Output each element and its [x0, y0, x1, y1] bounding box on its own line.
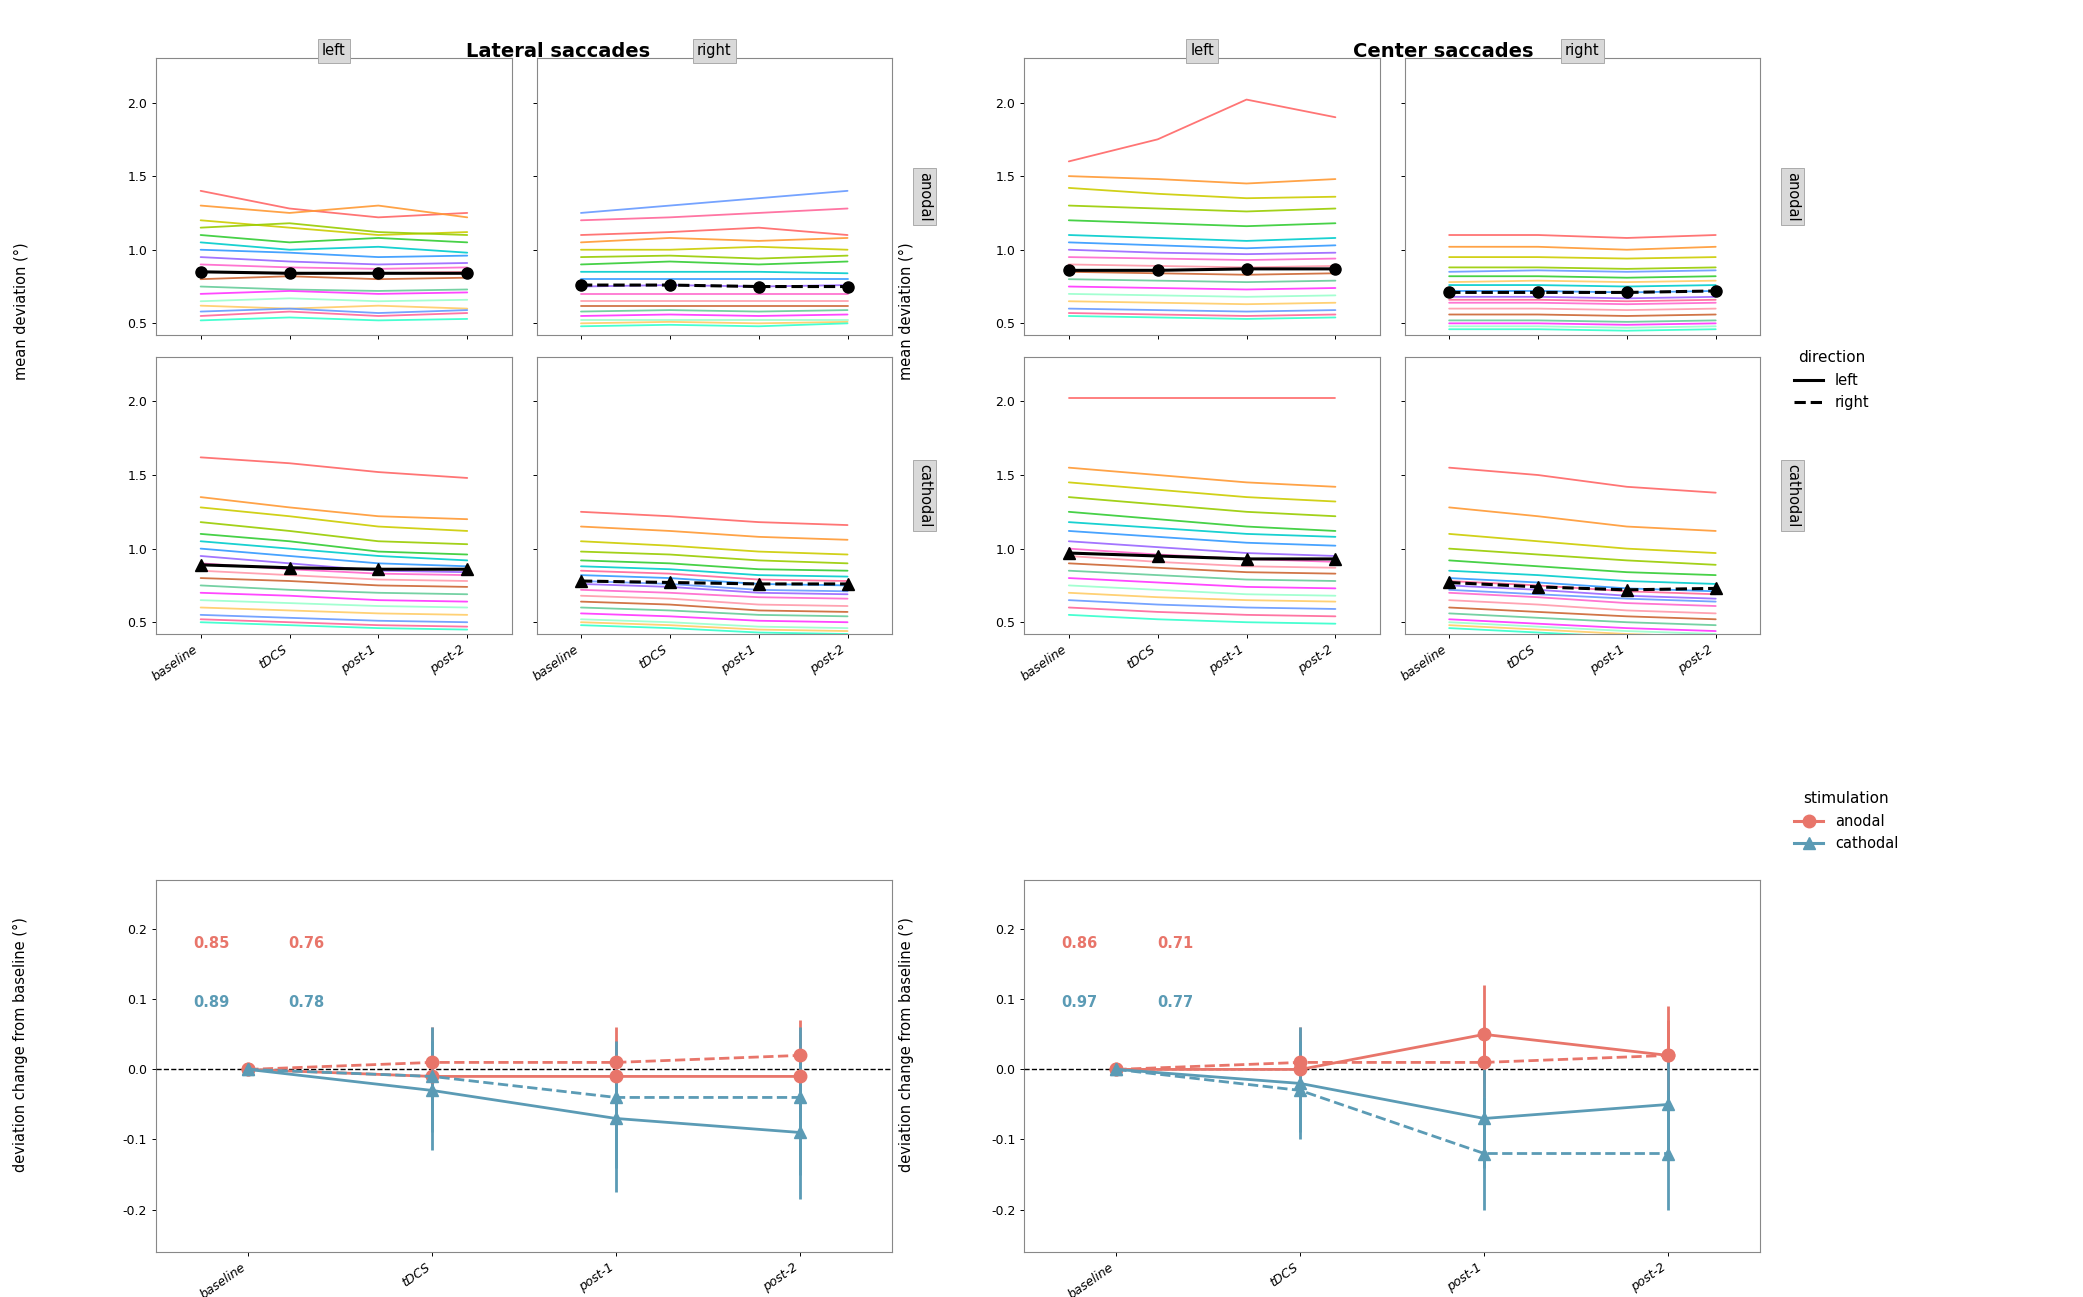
- Text: left: left: [1189, 43, 1214, 58]
- Text: left: left: [323, 43, 346, 58]
- Text: mean deviation (°): mean deviation (°): [898, 243, 914, 380]
- Text: 0.97: 0.97: [1060, 995, 1098, 1010]
- Text: cathodal: cathodal: [917, 464, 931, 528]
- Text: deviation change from baseline (°): deviation change from baseline (°): [12, 917, 29, 1171]
- Text: cathodal: cathodal: [1785, 464, 1800, 528]
- Text: Center saccades: Center saccades: [1354, 42, 1533, 61]
- Text: right: right: [1564, 43, 1600, 58]
- Legend: left, right: left, right: [1789, 345, 1875, 416]
- Text: anodal: anodal: [917, 173, 931, 222]
- Text: 0.77: 0.77: [1156, 995, 1194, 1010]
- Text: deviation change from baseline (°): deviation change from baseline (°): [898, 917, 914, 1171]
- Text: 0.86: 0.86: [1060, 936, 1098, 951]
- Text: 0.76: 0.76: [290, 936, 325, 951]
- Text: 0.78: 0.78: [290, 995, 325, 1010]
- Text: 0.85: 0.85: [194, 936, 229, 951]
- Text: 0.89: 0.89: [194, 995, 229, 1010]
- Legend: anodal, cathodal: anodal, cathodal: [1789, 786, 1904, 857]
- Text: mean deviation (°): mean deviation (°): [12, 243, 29, 380]
- Text: 0.71: 0.71: [1156, 936, 1194, 951]
- Text: right: right: [698, 43, 731, 58]
- Text: Lateral saccades: Lateral saccades: [467, 42, 650, 61]
- Text: anodal: anodal: [1785, 173, 1800, 222]
